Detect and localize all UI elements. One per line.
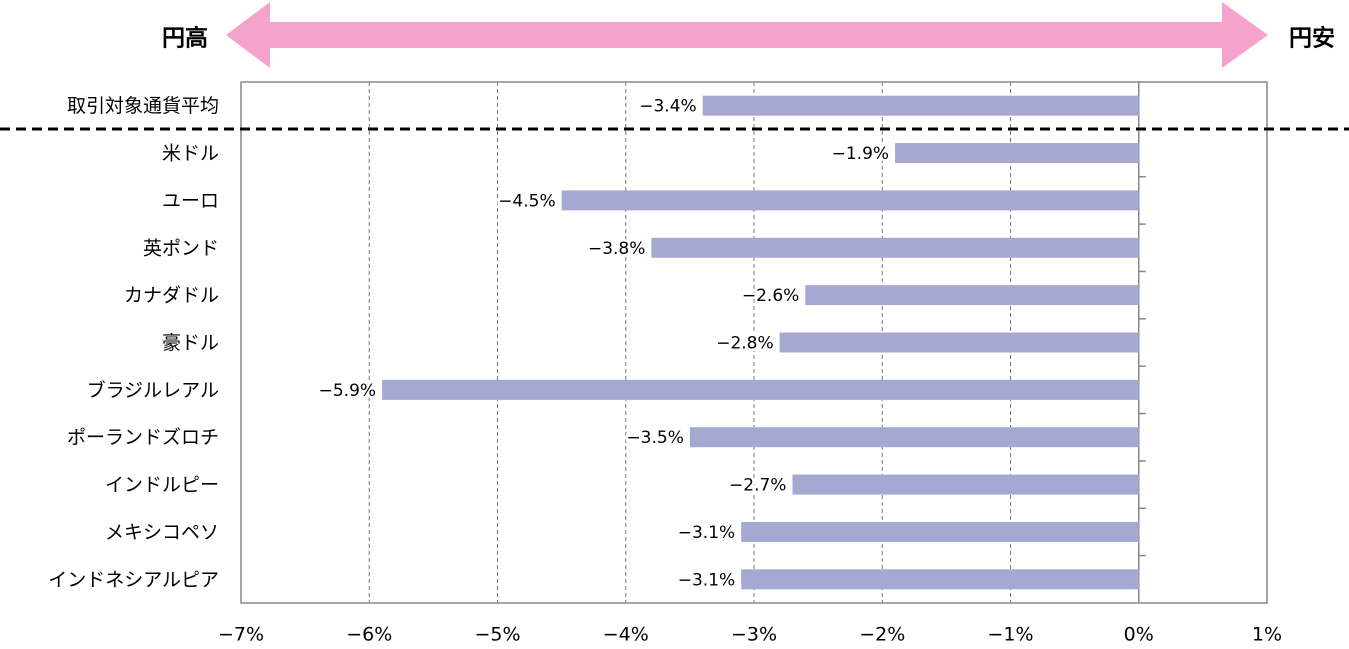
value-label: −3.8% — [588, 239, 645, 259]
value-label: −3.5% — [626, 428, 683, 448]
x-tick-label: 0% — [1124, 624, 1154, 646]
value-label: −1.9% — [832, 144, 889, 164]
bar — [741, 569, 1139, 590]
bar — [779, 332, 1139, 353]
y-tick-label: インドルピー — [105, 474, 219, 496]
x-tick-label: −6% — [346, 624, 392, 646]
plot-frame — [240, 81, 1268, 604]
bar — [792, 474, 1139, 495]
bar — [895, 143, 1139, 164]
value-label: −3.4% — [639, 97, 696, 117]
bar — [805, 285, 1139, 306]
x-tick-label: −3% — [731, 624, 777, 646]
bar — [382, 379, 1139, 400]
bar — [561, 190, 1139, 211]
bar — [702, 95, 1139, 116]
y-tick-label: ユーロ — [162, 190, 219, 212]
value-label: −5.9% — [319, 381, 376, 401]
direction-arrow — [226, 2, 1268, 68]
value-label: −3.1% — [678, 570, 735, 590]
y-tick-label: 取引対象通貨平均 — [67, 95, 219, 117]
x-tick-label: −5% — [474, 624, 520, 646]
y-tick-label: インドネシアルピア — [48, 569, 219, 591]
y-tick-label: ブラジルレアル — [87, 378, 219, 401]
bar — [741, 521, 1139, 542]
x-tick-label: 1% — [1252, 624, 1282, 646]
value-label: −2.7% — [729, 476, 786, 496]
value-label: −3.1% — [678, 523, 735, 543]
y-tick-label: メキシコペソ — [105, 521, 219, 543]
x-tick-label: −7% — [218, 624, 264, 646]
value-label: −2.6% — [742, 286, 799, 306]
y-tick-label: 豪ドル — [162, 332, 219, 354]
bar — [651, 237, 1139, 258]
y-tick-label: 米ドル — [162, 143, 219, 165]
y-tick-label: 英ポンド — [143, 237, 219, 259]
y-tick-label: ポーランドズロチ — [67, 427, 219, 449]
x-tick-label: −4% — [603, 624, 649, 646]
value-label: −2.8% — [716, 334, 773, 354]
x-tick-label: −2% — [859, 624, 905, 646]
y-tick-label: カナダドル — [124, 285, 219, 307]
value-label: −4.5% — [498, 191, 555, 211]
left-label: 円高 — [162, 25, 208, 52]
x-tick-label: −1% — [987, 624, 1033, 646]
bar — [689, 427, 1139, 448]
right-label: 円安 — [1289, 25, 1335, 52]
